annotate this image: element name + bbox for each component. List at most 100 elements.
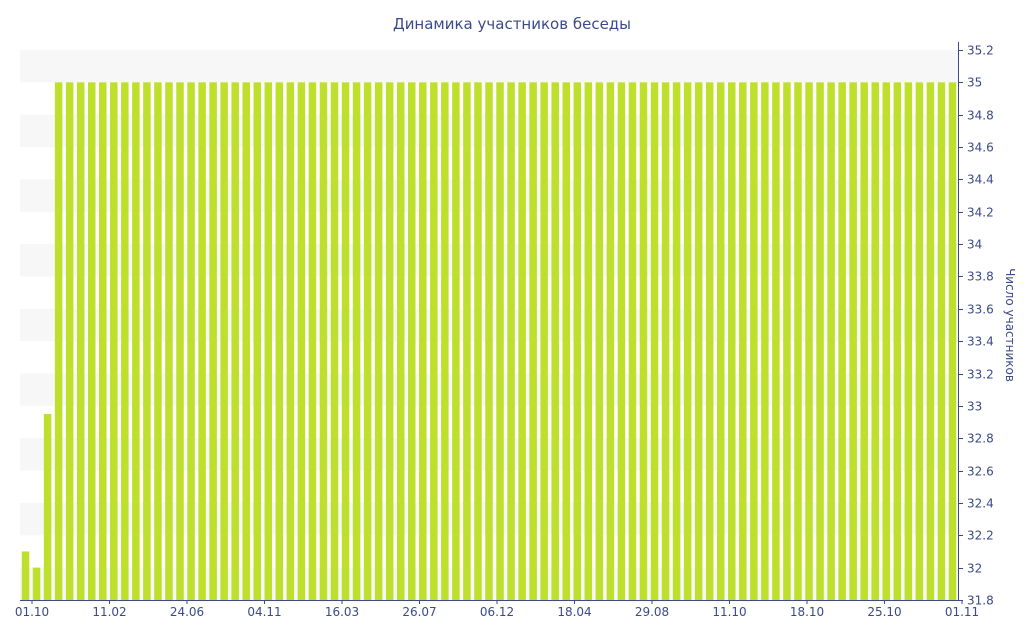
x-tick-label: 06.12	[480, 605, 514, 619]
y-tick-label: 33.4	[967, 335, 994, 349]
bar	[551, 82, 559, 601]
bar	[110, 82, 118, 601]
bar	[595, 82, 604, 601]
bar	[297, 82, 306, 601]
y-tick-label: 33	[967, 400, 982, 414]
x-tick-label: 11.10	[712, 605, 746, 619]
bar	[893, 82, 902, 601]
bar	[242, 82, 250, 601]
bar	[419, 82, 427, 601]
bar	[231, 82, 239, 601]
bar	[639, 82, 648, 601]
bar	[187, 82, 195, 601]
background-band	[20, 50, 958, 83]
chart-title: Динамика участников беседы	[393, 15, 631, 33]
bar	[562, 82, 570, 601]
x-tick-label: 26.07	[402, 605, 436, 619]
x-tick-label: 04.11	[247, 605, 281, 619]
bar	[507, 82, 515, 601]
bar	[352, 82, 361, 601]
bar	[529, 82, 537, 601]
bar	[683, 82, 692, 601]
y-tick-label: 35.2	[967, 44, 994, 58]
bar	[937, 82, 946, 601]
bar	[121, 82, 129, 601]
bar	[308, 82, 317, 601]
bar	[341, 82, 350, 601]
bar	[761, 82, 769, 601]
bar	[264, 82, 273, 601]
bar	[198, 82, 206, 601]
x-tick-label: 25.10	[867, 605, 901, 619]
bar	[396, 82, 405, 601]
bar-series	[21, 82, 957, 601]
x-tick-label: 01.10	[15, 605, 49, 619]
bar	[253, 82, 262, 601]
y-tick-label: 34.8	[967, 109, 994, 123]
x-tick-label: 11.02	[92, 605, 126, 619]
bar	[209, 82, 217, 601]
y-tick-label: 32.4	[967, 497, 994, 511]
x-tick-label: 18.04	[557, 605, 591, 619]
bar	[165, 82, 173, 601]
x-axis: 01.10 11.02 24.06 04.11 16.03 26.07 06.12 18.04…	[15, 600, 979, 619]
bar	[485, 82, 493, 601]
y-tick-label: 32.8	[967, 432, 994, 446]
x-tick-label: 18.10	[790, 605, 824, 619]
bar	[474, 82, 482, 601]
bar	[220, 82, 228, 601]
bar	[518, 82, 526, 601]
bar	[176, 82, 184, 601]
bar	[76, 82, 85, 601]
x-tick-label: 29.08	[635, 605, 669, 619]
bar	[739, 82, 747, 601]
bar	[772, 82, 780, 601]
bar	[54, 82, 63, 601]
bar	[926, 82, 935, 601]
bar	[154, 82, 162, 601]
bar	[849, 82, 857, 601]
x-tick-label: 24.06	[170, 605, 204, 619]
bar	[672, 82, 681, 601]
bar	[143, 82, 151, 601]
y-tick-label: 34.6	[967, 141, 994, 155]
bar	[816, 82, 824, 601]
bar	[87, 82, 96, 601]
bar	[827, 82, 835, 601]
bar	[904, 82, 913, 601]
bar	[319, 82, 328, 601]
bar	[838, 82, 846, 601]
bar	[915, 82, 924, 601]
x-tick-label: 16.03	[325, 605, 359, 619]
bar	[385, 82, 394, 601]
bar	[452, 82, 460, 601]
bar	[783, 82, 791, 601]
bar	[286, 82, 295, 601]
bar	[99, 82, 107, 601]
y-tick-label: 32.2	[967, 529, 994, 543]
y-tick-label: 32	[967, 562, 982, 576]
bar	[750, 82, 758, 601]
bar	[948, 82, 957, 601]
y-tick-label: 34	[967, 238, 982, 252]
bar	[132, 82, 140, 601]
bar	[606, 82, 615, 601]
bar	[805, 82, 813, 601]
bar	[871, 82, 879, 601]
bar	[794, 82, 802, 601]
y-tick-label: 33.8	[967, 270, 994, 284]
y-tick-label: 33.6	[967, 303, 994, 317]
y-tick-label: 33.2	[967, 368, 994, 382]
bar	[43, 413, 52, 600]
bar	[573, 82, 582, 601]
bar	[584, 82, 593, 601]
bar	[496, 82, 504, 601]
bar	[21, 551, 30, 600]
x-tick-label: 01.11	[945, 605, 979, 619]
bar	[728, 82, 736, 601]
bar	[860, 82, 868, 601]
bar	[65, 82, 74, 601]
bar	[661, 82, 670, 601]
bar	[540, 82, 548, 601]
